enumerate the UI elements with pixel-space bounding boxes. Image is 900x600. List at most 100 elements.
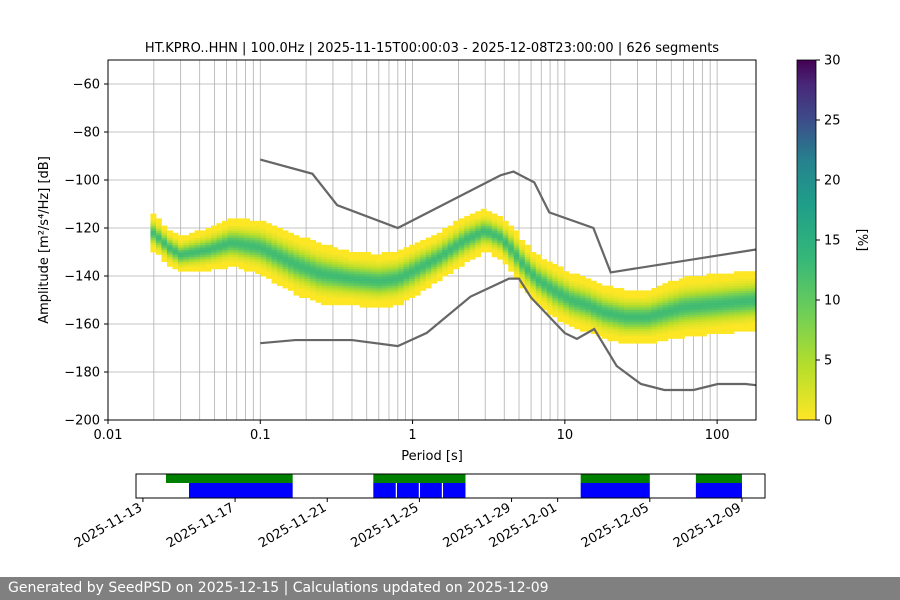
heatmap-cell	[392, 254, 399, 258]
heatmap-cell	[354, 290, 361, 294]
heatmap-cell	[293, 254, 300, 258]
heatmap-cell	[227, 256, 234, 260]
heatmap-cell	[233, 220, 239, 224]
heatmap-cell	[733, 328, 740, 332]
heatmap-cell	[277, 278, 283, 282]
heatmap-cell	[563, 273, 570, 277]
heatmap-cell	[645, 297, 652, 301]
heatmap-cell	[458, 240, 465, 243]
heatmap-cell	[733, 280, 740, 284]
heatmap-cell	[315, 254, 322, 258]
heatmap-cell	[343, 252, 350, 255]
heatmap-cell	[337, 276, 344, 279]
heatmap-cell	[629, 309, 636, 313]
heatmap-cell	[618, 321, 625, 325]
heatmap-cell	[574, 316, 581, 320]
heatmap-cell	[271, 230, 278, 234]
heatmap-cell	[425, 280, 432, 284]
heatmap-cell	[656, 326, 663, 330]
heatmap-cell	[271, 247, 278, 250]
heatmap-cell	[711, 312, 718, 315]
heatmap-cell	[634, 338, 641, 342]
heatmap-cell	[233, 259, 239, 262]
heatmap-cell	[266, 244, 272, 248]
heatmap-cell	[480, 249, 487, 253]
heatmap-cell	[431, 271, 438, 274]
heatmap-cell	[717, 288, 724, 291]
heatmap-cell	[739, 292, 746, 296]
heatmap-cell	[546, 292, 553, 296]
heatmap-cell	[497, 218, 504, 222]
heatmap-cell	[497, 247, 504, 250]
heatmap-cell	[255, 230, 261, 234]
heatmap-cell	[288, 283, 294, 286]
heatmap-cell	[667, 297, 674, 301]
heatmap-cell	[546, 283, 553, 286]
heatmap-cell	[458, 254, 465, 258]
heatmap-cell	[601, 295, 608, 298]
heatmap-cell	[398, 278, 405, 282]
heatmap-cell	[370, 297, 377, 301]
heatmap-cell	[304, 249, 311, 253]
heatmap-cell	[458, 232, 465, 236]
heatmap-cell	[183, 249, 190, 253]
heatmap-cell	[662, 295, 669, 298]
heatmap-cell	[238, 252, 245, 255]
heatmap-cell	[678, 333, 685, 337]
heatmap-cell	[370, 280, 377, 284]
heatmap-cell	[348, 278, 355, 282]
heatmap-cell	[563, 314, 570, 318]
heatmap-cell	[293, 240, 300, 243]
heatmap-cell	[431, 240, 438, 243]
heatmap-cell	[343, 261, 350, 265]
heatmap-cell	[546, 264, 553, 267]
heatmap-cell	[596, 307, 603, 310]
heatmap-cell	[436, 259, 443, 262]
heatmap-cell	[188, 240, 195, 243]
heatmap-cell	[557, 271, 564, 274]
heatmap-cell	[750, 288, 757, 291]
heatmap-cell	[288, 237, 294, 241]
heatmap-cell	[150, 240, 157, 243]
heatmap-cell	[656, 331, 663, 334]
heatmap-cell	[177, 235, 184, 238]
heatmap-cell	[277, 240, 283, 243]
heatmap-cell	[530, 295, 537, 298]
heatmap-cell	[634, 314, 641, 318]
heatmap-cell	[442, 273, 449, 277]
heatmap-cell	[337, 280, 344, 284]
heatmap-cell	[585, 300, 592, 303]
heatmap-cell	[645, 314, 652, 318]
heatmap-cell	[343, 302, 350, 306]
heatmap-cell	[293, 242, 300, 246]
heatmap-cell	[651, 316, 658, 320]
heatmap-cell	[216, 223, 223, 226]
heatmap-cell	[662, 336, 669, 339]
heatmap-cell	[469, 237, 476, 241]
heatmap-cell	[376, 266, 383, 270]
heatmap-cell	[601, 297, 608, 301]
heatmap-cell	[585, 283, 592, 286]
heatmap-cell	[299, 288, 305, 291]
heatmap-cell	[497, 240, 504, 243]
heatmap-cell	[326, 268, 333, 272]
heatmap-cell	[612, 321, 619, 325]
heatmap-cell	[700, 283, 707, 286]
heatmap-cell	[260, 228, 267, 231]
heatmap-cell	[293, 266, 300, 270]
heatmap-cell	[733, 283, 740, 286]
heatmap-cell	[260, 225, 267, 229]
heatmap-cell	[343, 266, 350, 270]
heatmap-cell	[744, 295, 751, 298]
heatmap-cell	[172, 244, 179, 248]
heatmap-cell	[524, 271, 531, 274]
heatmap-cell	[618, 316, 625, 320]
heatmap-cell	[722, 300, 729, 303]
heatmap-cell	[188, 268, 195, 272]
heatmap-cell	[282, 249, 289, 253]
heatmap-cell	[502, 261, 509, 265]
heatmap-cell	[458, 223, 465, 226]
heatmap-cell	[733, 271, 740, 274]
heatmap-cell	[579, 328, 586, 332]
heatmap-cell	[579, 309, 586, 313]
